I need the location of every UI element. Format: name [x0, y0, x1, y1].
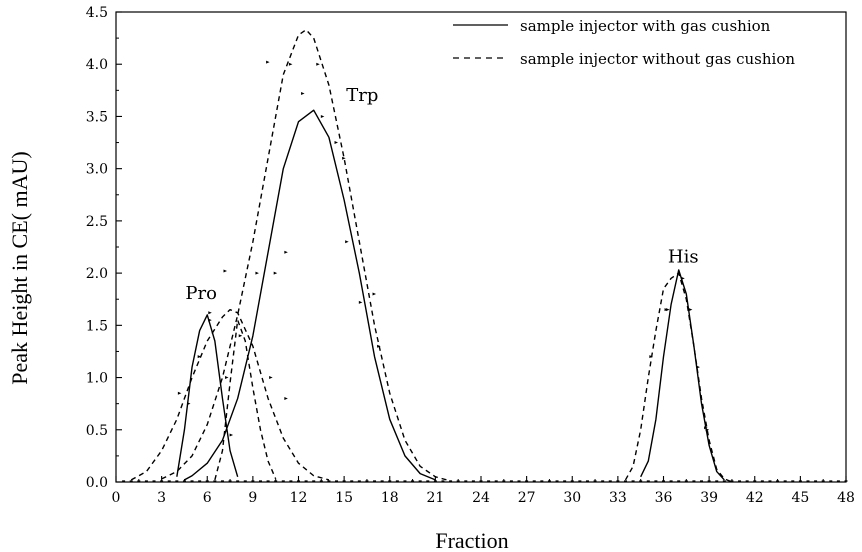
series-0-point — [177, 391, 182, 395]
y-axis-ticks: 0.0 0.5 1.0 1.5 2.0 2.5 3.0 3.5 4.0 4.5 — [86, 5, 122, 491]
series-0-line-2 — [640, 269, 725, 481]
series-0-point — [704, 426, 708, 430]
series-0-point — [208, 318, 212, 322]
y-tick-label: 0.0 — [86, 475, 108, 491]
x-tick-label: 33 — [609, 490, 627, 506]
series-0-line-0 — [176, 314, 239, 477]
annotation-pro: Pro — [185, 283, 217, 304]
annotation-his: His — [668, 247, 699, 268]
series-1-line-2 — [214, 319, 277, 481]
x-tick-label: 42 — [746, 490, 764, 506]
series-0-point — [320, 114, 325, 118]
series-1-point — [266, 60, 270, 64]
series-1-point — [316, 62, 320, 66]
y-tick-label: 2.5 — [86, 214, 108, 230]
series-1-point — [284, 396, 288, 400]
scatter-points — [177, 60, 710, 437]
series-1-point — [664, 308, 669, 312]
series-1-point — [705, 428, 710, 432]
y-tick-label: 1.0 — [86, 371, 108, 387]
x-tick-label: 45 — [791, 490, 809, 506]
x-tick-label: 48 — [837, 490, 855, 506]
series-1-point — [229, 433, 234, 437]
x-tick-label: 0 — [112, 490, 121, 506]
x-tick-label: 30 — [563, 490, 581, 506]
peak-annotations: Pro Trp His — [185, 85, 698, 304]
series-1-point — [208, 311, 212, 315]
series-0-point — [681, 276, 685, 280]
series-1-line-0 — [130, 308, 330, 481]
series-0-point — [301, 91, 305, 95]
series-1-point — [688, 308, 693, 312]
series-0-point — [238, 334, 243, 338]
series-1-line-1 — [161, 29, 451, 482]
series-0-line-1 — [184, 109, 436, 481]
x-tick-label: 15 — [335, 490, 353, 506]
series-1-point — [288, 62, 293, 66]
series-1-point — [372, 292, 377, 296]
x-tick-label: 21 — [426, 490, 444, 506]
x-tick-label: 39 — [700, 490, 718, 506]
series-0-point — [273, 271, 278, 275]
x-tick-label: 27 — [518, 490, 536, 506]
series-0-point — [649, 355, 653, 359]
x-tick-label: 24 — [472, 490, 490, 506]
series-0-point — [358, 300, 363, 304]
series-0-point — [284, 250, 288, 254]
x-tick-label: 6 — [203, 490, 212, 506]
y-tick-label: 4.5 — [86, 5, 108, 21]
series-0-point — [696, 365, 700, 369]
plot-frame — [115, 11, 847, 483]
legend-label-with-gas-cushion: sample injector with gas cushion — [520, 17, 771, 35]
series-0-point — [345, 240, 349, 244]
x-tick-label: 3 — [157, 490, 166, 506]
annotation-trp: Trp — [346, 85, 378, 106]
y-tick-label: 0.5 — [86, 423, 108, 439]
series-1-point — [255, 271, 259, 275]
series-0-point — [334, 141, 339, 145]
y-tick-label: 3.0 — [86, 162, 108, 178]
series-0-point — [197, 355, 202, 359]
legend: sample injector with gas cushion sample … — [453, 17, 795, 68]
x-axis-label: Fraction — [435, 528, 508, 552]
series-1-point — [223, 269, 227, 273]
series-1-point — [342, 156, 346, 160]
x-tick-label: 12 — [290, 490, 308, 506]
y-tick-label: 2.0 — [86, 266, 108, 282]
series-1-line-3 — [624, 272, 733, 483]
series-1-point — [269, 376, 273, 380]
series-layer — [130, 29, 733, 483]
legend-label-without-gas-cushion: sample injector without gas cushion — [520, 50, 795, 68]
x-tick-label: 18 — [381, 490, 399, 506]
y-axis-label: Peak Height in CE( mAU) — [7, 151, 32, 384]
x-tick-label: 9 — [248, 490, 257, 506]
y-tick-label: 3.5 — [86, 109, 108, 125]
plot-area — [115, 11, 847, 483]
y-tick-label: 1.5 — [86, 318, 108, 334]
series-1-point — [187, 402, 191, 406]
series-0-point — [377, 344, 381, 348]
series-0-point — [225, 376, 229, 380]
y-tick-label: 4.0 — [86, 57, 108, 73]
x-tick-label: 36 — [655, 490, 673, 506]
